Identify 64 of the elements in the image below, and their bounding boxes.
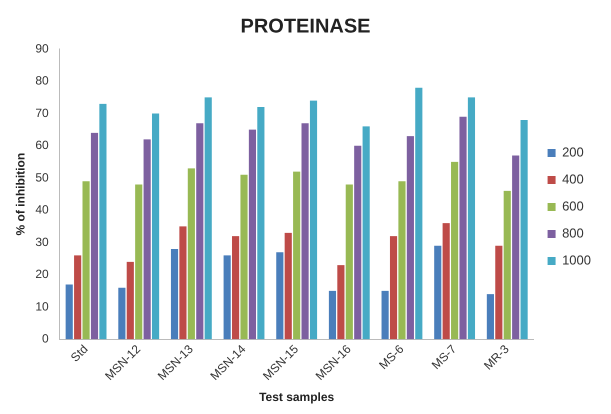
bar [74,255,82,340]
bar [66,284,73,340]
bar [406,136,414,340]
bar [224,255,231,340]
bar [240,174,248,340]
bar [495,246,502,340]
bar [451,162,458,340]
y-tick-label: 30 [35,234,50,249]
bar [468,97,476,340]
bar [362,126,370,340]
bar [82,181,90,340]
bar [390,236,398,340]
bar [152,114,160,340]
bar [486,294,494,340]
bar [346,184,353,340]
bar [459,116,467,340]
bar [204,97,212,340]
legend-label: 200 [562,144,584,160]
bar [257,107,264,340]
x-axis-title: Test samples [259,390,335,404]
x-tick-label: Std [68,342,91,365]
bar [144,139,151,340]
y-tick-label: 20 [35,267,50,282]
bar [354,146,362,340]
legend-label: 400 [562,172,584,187]
y-tick-label: 0 [42,332,50,346]
bar [179,226,187,340]
bar [118,288,126,340]
legend-label: 600 [562,198,584,214]
y-tick-label: 60 [35,138,50,152]
legend-label: 800 [562,226,584,241]
bar [276,252,284,340]
bar [90,132,98,340]
bar [434,246,442,340]
bar [442,223,450,340]
y-tick-label: 90 [35,41,50,56]
y-tick-label: 10 [35,299,50,314]
bar [126,262,134,340]
y-tick-label: 70 [35,106,50,120]
bar [504,190,511,340]
bar [188,168,195,340]
chart-title: PROTEINASE [240,16,371,38]
y-tick-label: 40 [35,202,50,217]
bar [398,181,406,340]
legend-label: 1000 [562,252,591,268]
bar [232,236,240,340]
bar [170,248,178,340]
bar [415,88,422,340]
bar [310,100,318,340]
bar [520,120,528,340]
bar [99,104,106,340]
bar [248,130,256,340]
bar [196,123,204,340]
bar [328,290,336,340]
bar [135,184,142,340]
y-tick-label: 50 [35,170,50,184]
bar [302,123,309,340]
bar [337,265,344,340]
y-axis-title: % of inhibition [14,152,28,236]
bar [382,290,389,340]
y-tick-label: 80 [35,74,50,88]
bar [293,172,300,340]
bar [284,232,292,340]
bar [512,155,520,340]
